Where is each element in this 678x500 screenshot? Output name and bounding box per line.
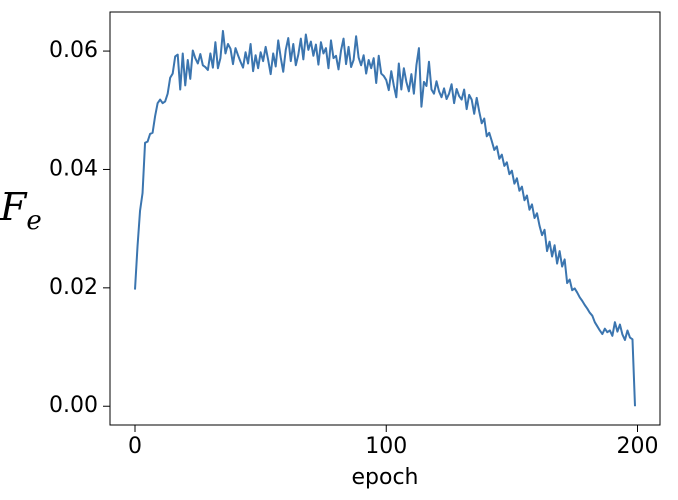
data-line xyxy=(134,29,636,407)
x-tick-label: 200 xyxy=(617,434,659,459)
x-tick-label: 100 xyxy=(365,434,407,459)
y-label-base: F xyxy=(0,185,28,229)
plot-frame xyxy=(109,11,661,426)
y-tick-label: 0.02 xyxy=(49,275,98,300)
x-tick-label: 0 xyxy=(128,434,142,459)
y-tick-label: 0.00 xyxy=(49,393,98,418)
y-tick-label: 0.06 xyxy=(49,38,98,63)
y-axis-label: Fe xyxy=(0,185,42,237)
y-tick-label: 0.04 xyxy=(49,156,98,181)
y-label-subscript: e xyxy=(26,206,41,236)
x-axis-label: epoch xyxy=(352,465,419,490)
